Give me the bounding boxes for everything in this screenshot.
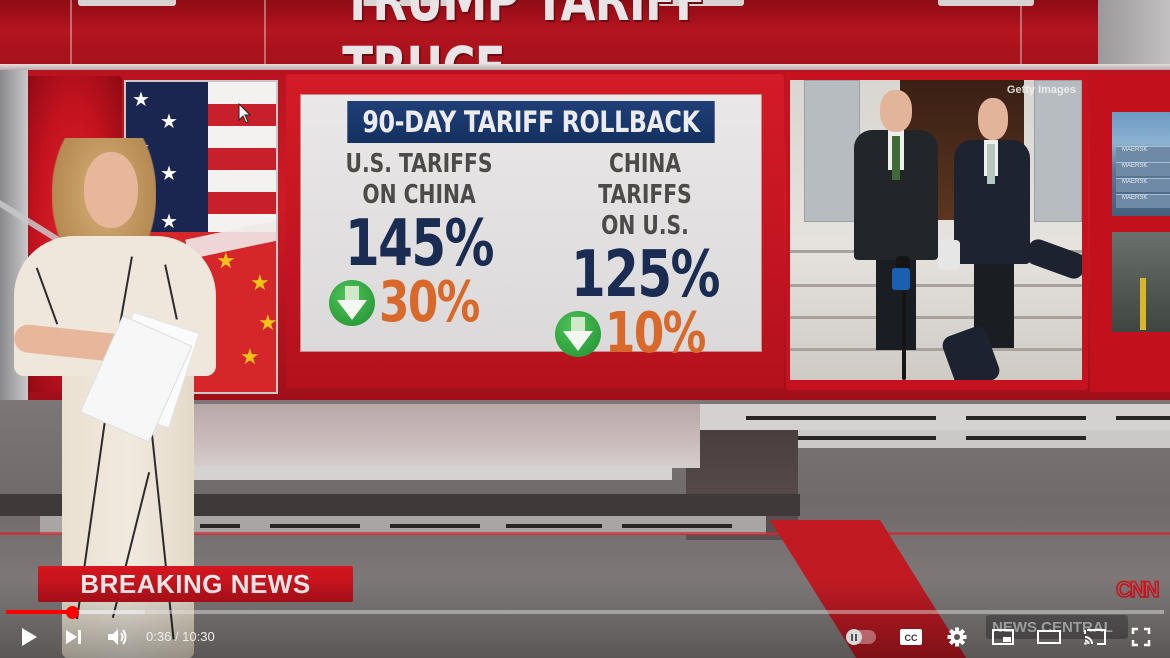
studio-column (1098, 0, 1170, 72)
play-icon (22, 628, 37, 646)
us-tariffs-column: U.S. TARIFFS ON CHINA 145% 30% (309, 149, 529, 335)
news-anchor (0, 0, 260, 658)
mouse-cursor-icon (238, 103, 252, 124)
studio-rail (0, 64, 1170, 70)
column-label: CHINA TARIFFS ON U.S. (598, 149, 692, 241)
down-arrow-icon (555, 311, 601, 357)
volume-icon (108, 629, 127, 645)
press-conference-photo: Getty Images (790, 80, 1082, 380)
captions-button[interactable]: CC (896, 622, 926, 652)
previous-tariff-value: 145% (345, 207, 495, 281)
gear-icon (947, 627, 967, 647)
china-tariffs-column: CHINA TARIFFS ON U.S. 125% 10% (535, 149, 755, 366)
next-icon (66, 630, 81, 644)
cast-icon (1084, 629, 1106, 645)
progress-bar[interactable] (6, 605, 1164, 619)
svg-text:CC: CC (905, 633, 918, 643)
progress-played (6, 610, 72, 614)
cc-icon: CC (900, 629, 922, 645)
new-tariff-value: 30% (379, 270, 480, 335)
progress-scrubber[interactable] (65, 605, 79, 619)
breaking-news-banner: BREAKING NEWS (38, 566, 353, 602)
cast-button[interactable] (1080, 622, 1110, 652)
time-display: 0:36 / 10:30 (146, 628, 215, 646)
studio-bench-lower (730, 430, 1170, 448)
studio-header-title: TRUMP TARIFF TRUCE (342, 0, 706, 102)
autoplay-toggle[interactable] (846, 629, 876, 645)
stage-step (0, 494, 800, 516)
graphic-title: 90-DAY TARIFF ROLLBACK (347, 101, 715, 143)
pause-icon (846, 629, 862, 645)
next-button[interactable] (58, 622, 88, 652)
column-label: U.S. TARIFFS ON CHINA (345, 149, 493, 210)
theater-mode-button[interactable] (1034, 622, 1064, 652)
tariff-rollback-graphic: 90-DAY TARIFF ROLLBACK U.S. TARIFFS ON C… (300, 94, 762, 362)
down-arrow-icon (329, 280, 375, 326)
fullscreen-button[interactable] (1126, 622, 1156, 652)
desk-front (186, 466, 672, 480)
settings-button[interactable] (942, 622, 972, 652)
volume-button[interactable] (102, 622, 134, 652)
anchor-desk (186, 404, 700, 468)
miniplayer-icon (992, 629, 1014, 645)
fullscreen-icon (1131, 627, 1151, 647)
controls-gradient (0, 578, 1170, 658)
stage-step-lower (40, 516, 766, 534)
new-tariff-value: 10% (605, 301, 706, 366)
miniplayer-button[interactable] (988, 622, 1018, 652)
current-time: 0:36 (146, 629, 172, 644)
theater-mode-icon (1037, 630, 1061, 644)
photo-credit: Getty Images (1006, 84, 1076, 96)
time-separator: / (174, 629, 183, 644)
show-name-tag: NEWS CENTRAL (986, 615, 1128, 639)
shipping-containers-photo: MAERSK MAERSK MAERSK MAERSK (1112, 112, 1170, 216)
previous-tariff-value: 125% (571, 238, 721, 312)
cnn-logo: CNN (1115, 576, 1160, 603)
floor-accent-line (0, 532, 1170, 535)
play-button[interactable] (14, 622, 44, 652)
duration: 10:30 (182, 629, 215, 644)
port-photo (1112, 232, 1170, 332)
